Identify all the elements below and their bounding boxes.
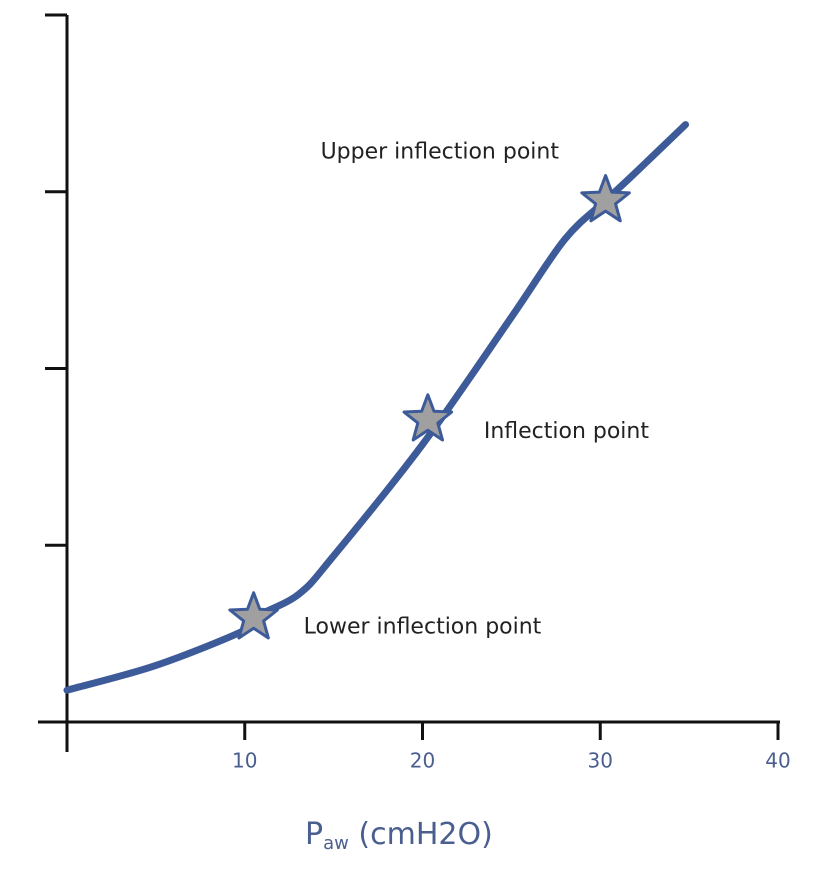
x-tick-label: 30 — [588, 749, 613, 773]
x-tick-label: 20 — [410, 749, 435, 773]
inflection-star — [402, 393, 454, 442]
x-tick-label: 10 — [232, 749, 257, 773]
x-axis-label: Paw (cmH2O) — [305, 817, 493, 855]
annotation: Upper inflection point — [321, 140, 560, 165]
annotation: Inflection point — [484, 419, 650, 444]
annotation: Lower inflection point — [304, 615, 542, 640]
inflection-star — [580, 174, 631, 223]
inflection-star — [228, 591, 279, 640]
x-tick-label: 40 — [765, 749, 790, 773]
